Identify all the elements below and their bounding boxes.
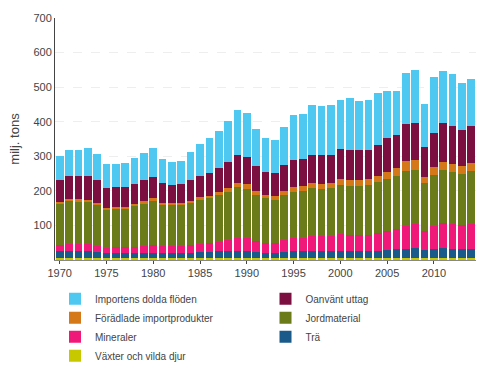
- svg-text:milj. tons: milj. tons: [7, 113, 22, 165]
- svg-text:400: 400: [33, 116, 51, 128]
- svg-text:1985: 1985: [188, 267, 212, 279]
- svg-text:1980: 1980: [141, 267, 165, 279]
- svg-text:Jordmaterial: Jordmaterial: [306, 313, 361, 324]
- svg-text:1970: 1970: [47, 267, 71, 279]
- svg-text:Oanvänt uttag: Oanvänt uttag: [306, 294, 369, 305]
- svg-text:Mineraler: Mineraler: [95, 332, 137, 343]
- svg-text:500: 500: [33, 81, 51, 93]
- svg-text:700: 700: [33, 12, 51, 24]
- svg-text:200: 200: [33, 185, 51, 197]
- svg-text:2000: 2000: [328, 267, 352, 279]
- svg-text:600: 600: [33, 46, 51, 58]
- svg-text:Importens dolda flöden: Importens dolda flöden: [95, 294, 197, 305]
- svg-text:1995: 1995: [281, 267, 305, 279]
- svg-text:1975: 1975: [94, 267, 118, 279]
- svg-text:2010: 2010: [422, 267, 446, 279]
- svg-text:Trä: Trä: [306, 332, 321, 343]
- svg-text:Växter och vilda djur: Växter och vilda djur: [95, 351, 186, 362]
- svg-text:100: 100: [33, 219, 51, 231]
- svg-text:300: 300: [33, 150, 51, 162]
- svg-text:2005: 2005: [375, 267, 399, 279]
- svg-text:Förädlade importprodukter: Förädlade importprodukter: [95, 313, 214, 324]
- svg-text:1990: 1990: [235, 267, 259, 279]
